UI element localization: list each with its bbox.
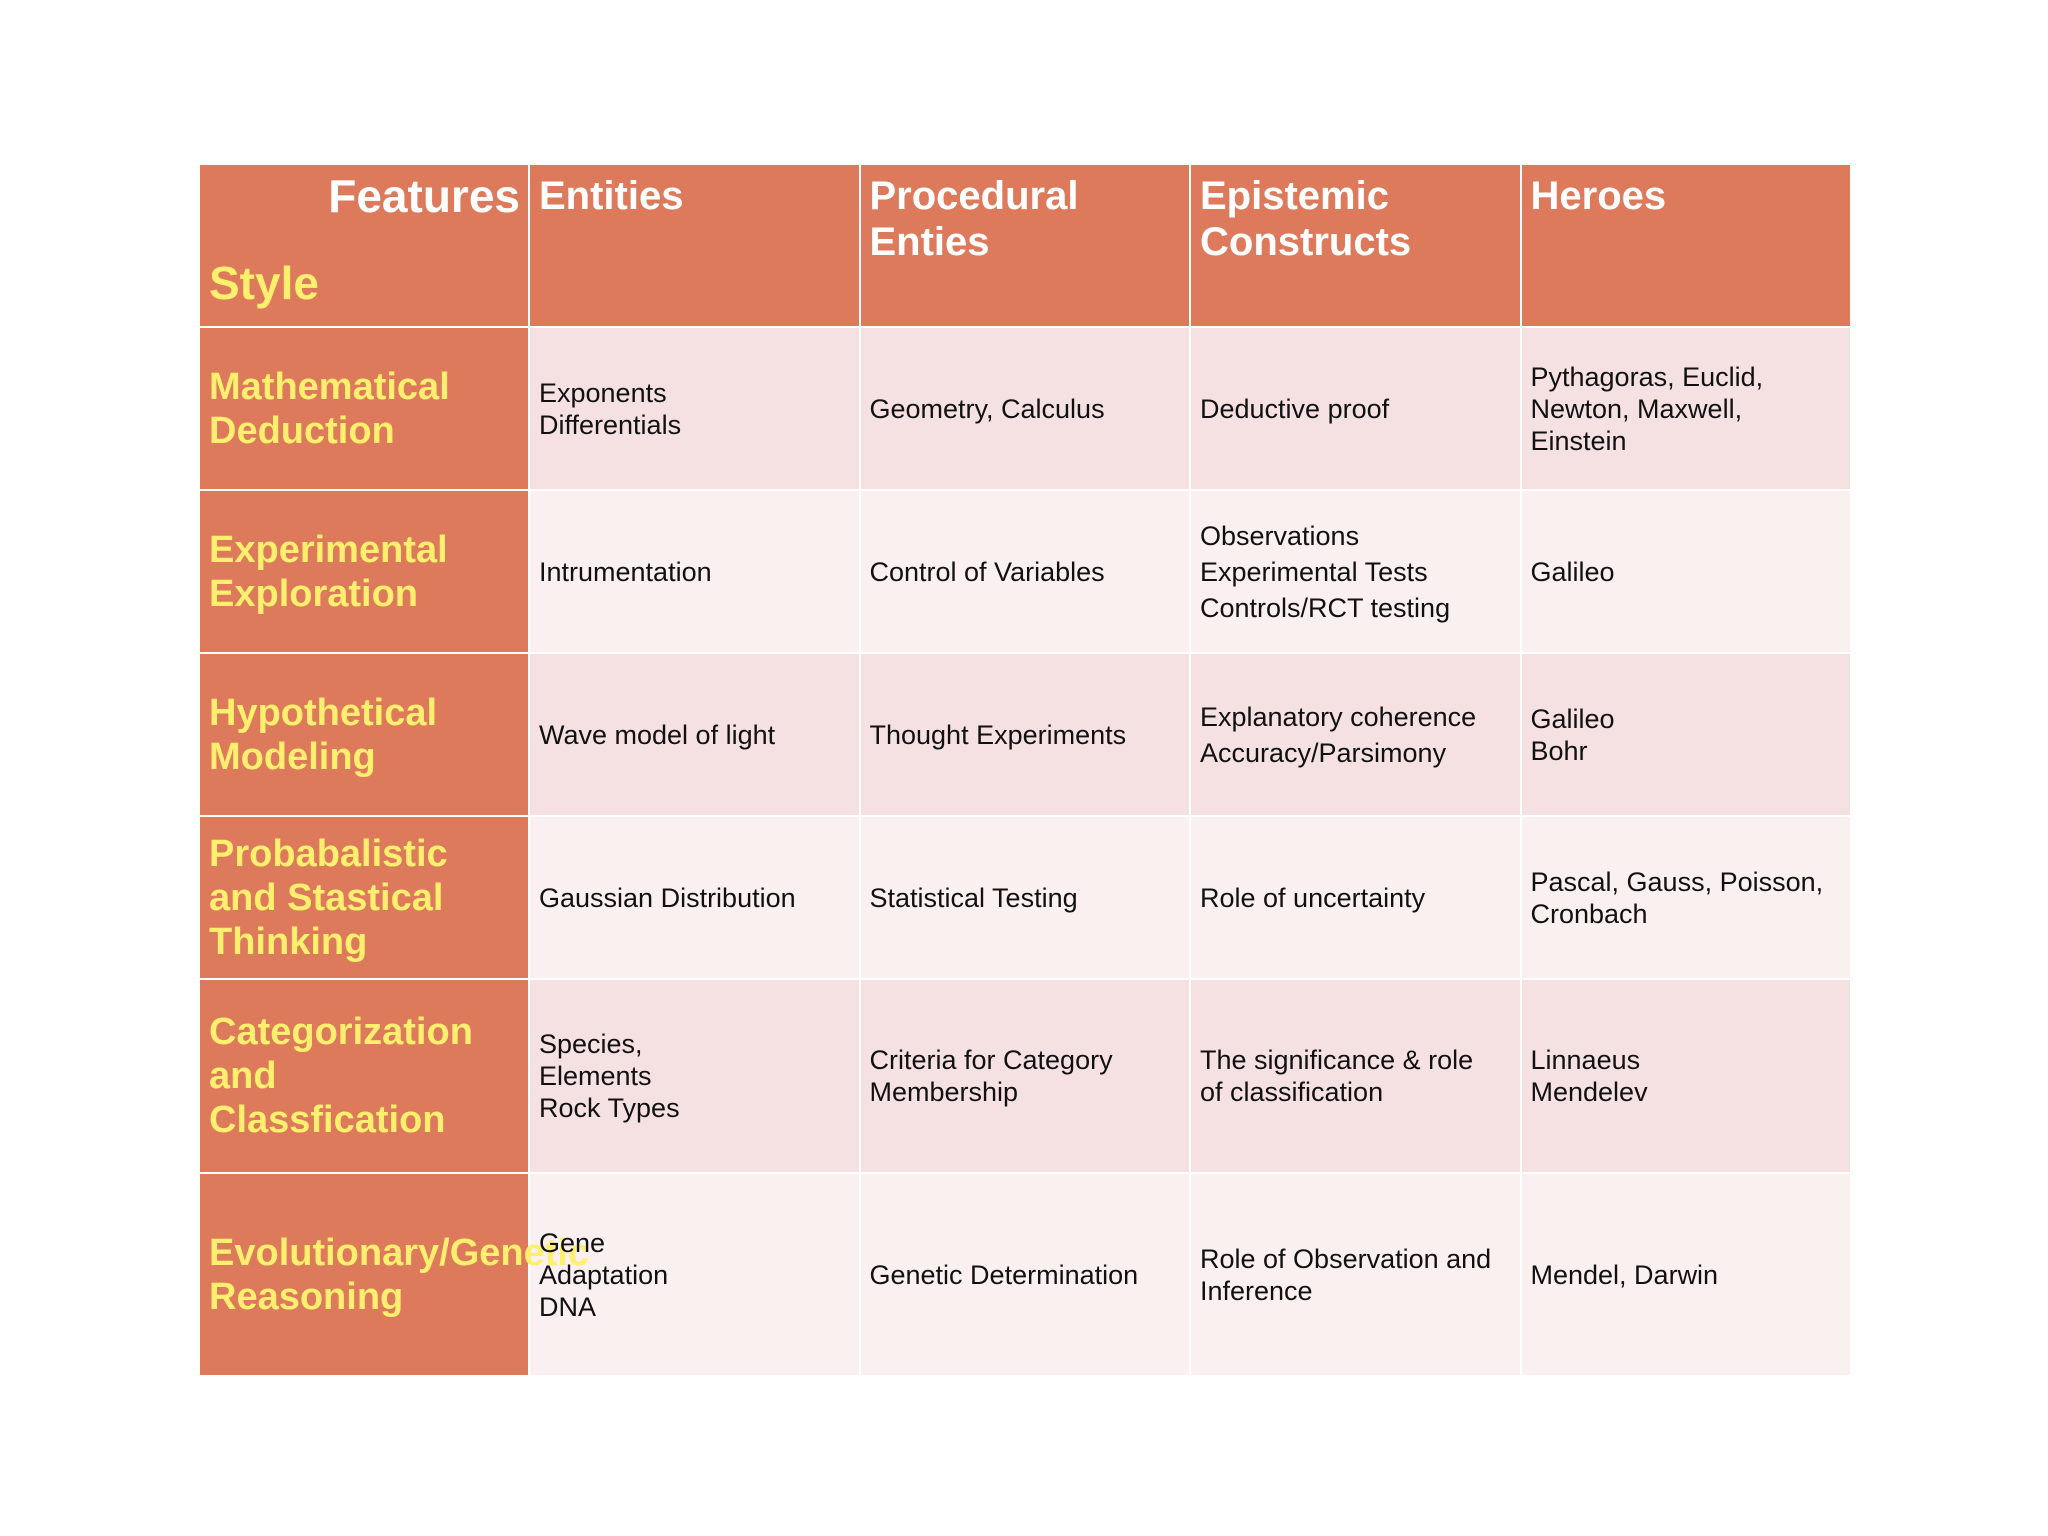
- cell-line: Observations: [1200, 520, 1360, 551]
- header-row: Features Style Entities Procedural Entie…: [198, 163, 1852, 328]
- column-header-entities: Entities: [528, 163, 861, 328]
- cell-line: Wave model of light: [539, 719, 776, 750]
- cell-line: Genetic Determination: [869, 1259, 1139, 1290]
- row-header: Experimental Exploration: [198, 489, 530, 654]
- row-header: Mathematical Deduction: [198, 326, 530, 491]
- cell-line: Bohr: [1530, 735, 1588, 766]
- column-header-procedural: Procedural Enties: [858, 163, 1191, 328]
- procedural-cell: Thought Experiments: [858, 652, 1191, 817]
- epistemic-cell: Role of uncertainty: [1189, 815, 1522, 980]
- table-row: Hypothetical Modeling Wave model of ligh…: [198, 652, 1852, 817]
- column-header-heroes: Heroes: [1519, 163, 1852, 328]
- cell-line: Mendelev: [1530, 1077, 1648, 1107]
- entities-cell: Gene Adaptation DNA: [528, 1172, 861, 1377]
- cell-line: Mendel, Darwin: [1530, 1259, 1719, 1290]
- heroes-cell: Pascal, Gauss, Poisson, Cronbach: [1519, 815, 1852, 980]
- procedural-cell: Criteria for Category Membership: [858, 978, 1191, 1174]
- epistemic-cell: Observations Experimental Tests Controls…: [1189, 489, 1522, 654]
- row-header: Evolutionary/Genetic Reasoning: [198, 1172, 589, 1377]
- cell-line: Accuracy/Parsimony: [1200, 737, 1447, 768]
- heroes-cell: Galileo Bohr: [1519, 652, 1852, 817]
- cell-line: Intrumentation: [539, 556, 712, 587]
- cell-line: Newton, Maxwell,: [1530, 393, 1743, 424]
- cell-line: Adaptation: [539, 1259, 669, 1290]
- entities-cell: Species, Elements Rock Types: [528, 978, 861, 1174]
- cell-line: Gaussian Distribution: [539, 882, 796, 913]
- cell-line: The significance & role: [1200, 1045, 1474, 1075]
- procedural-cell: Geometry, Calculus: [858, 326, 1191, 491]
- entities-cell: Gaussian Distribution: [528, 815, 861, 980]
- cell-line: Exponents: [539, 377, 667, 408]
- column-header-epistemic: Epistemic Constructs: [1189, 163, 1522, 328]
- cell-line: Membership: [869, 1077, 1019, 1107]
- features-label: Features: [328, 170, 520, 222]
- cell-line: Criteria for Category: [869, 1045, 1113, 1075]
- cell-line: Pythagoras, Euclid,: [1530, 361, 1764, 392]
- cell-line: Cronbach: [1530, 898, 1648, 929]
- cell-line: Geometry, Calculus: [869, 393, 1105, 424]
- table-row: Experimental Exploration Intrumentation …: [198, 489, 1852, 654]
- cell-line: Species,: [539, 1029, 643, 1059]
- cell-line: Role of uncertainty: [1200, 882, 1426, 913]
- heroes-cell: Linnaeus Mendelev: [1519, 978, 1852, 1174]
- entities-cell: Wave model of light: [528, 652, 861, 817]
- cell-line: Einstein: [1530, 425, 1627, 456]
- cell-line: Explanatory coherence: [1200, 701, 1477, 732]
- cell-line: Thought Experiments: [869, 719, 1127, 750]
- cell-line: Deductive proof: [1200, 393, 1390, 424]
- cell-line: Statistical Testing: [869, 882, 1078, 913]
- cell-line: Rock Types: [539, 1093, 680, 1123]
- cell-line: Experimental Tests: [1200, 556, 1428, 587]
- table-row: Evolutionary/Genetic Reasoning Gene Adap…: [198, 1172, 1852, 1377]
- cell-line: Control of Variables: [869, 556, 1105, 587]
- cell-line: Role of Observation and: [1200, 1243, 1492, 1274]
- heroes-cell: Pythagoras, Euclid, Newton, Maxwell, Ein…: [1519, 326, 1852, 491]
- cell-line: Linnaeus: [1530, 1045, 1641, 1075]
- epistemic-cell: Role of Observation and Inference: [1189, 1172, 1522, 1377]
- cell-line: Controls/RCT testing: [1200, 592, 1451, 623]
- cell-line: Inference: [1200, 1275, 1313, 1306]
- row-header: Hypothetical Modeling: [198, 652, 530, 817]
- corner-header: Features Style: [198, 163, 530, 328]
- cell-line: Pascal, Gauss, Poisson,: [1530, 866, 1824, 897]
- table-row: Probabalistic and Stastical Thinking Gau…: [198, 815, 1852, 980]
- cell-line: Galileo: [1530, 703, 1615, 734]
- epistemic-cell: The significance & role of classificatio…: [1189, 978, 1522, 1174]
- procedural-cell: Control of Variables: [858, 489, 1191, 654]
- table-row: Categorization and Classfication Species…: [198, 978, 1852, 1174]
- procedural-cell: Genetic Determination: [858, 1172, 1191, 1377]
- row-header: Probabalistic and Stastical Thinking: [198, 815, 530, 980]
- procedural-cell: Statistical Testing: [858, 815, 1191, 980]
- cell-line: DNA: [539, 1291, 597, 1322]
- styles-table: Features Style Entities Procedural Entie…: [198, 163, 1852, 1377]
- style-label: Style: [209, 257, 319, 309]
- cell-line: Differentials: [539, 409, 682, 440]
- epistemic-cell: Explanatory coherence Accuracy/Parsimony: [1189, 652, 1522, 817]
- cell-line: Elements: [539, 1061, 652, 1091]
- cell-line: Galileo: [1530, 556, 1615, 587]
- table-row: Mathematical Deduction Exponents Differe…: [198, 326, 1852, 491]
- cell-line: Gene: [539, 1227, 606, 1258]
- heroes-cell: Galileo: [1519, 489, 1852, 654]
- cell-line: of classification: [1200, 1077, 1384, 1107]
- row-header: Categorization and Classfication: [198, 978, 530, 1174]
- entities-cell: Exponents Differentials: [528, 326, 861, 491]
- entities-cell: Intrumentation: [528, 489, 861, 654]
- heroes-cell: Mendel, Darwin: [1519, 1172, 1852, 1377]
- epistemic-cell: Deductive proof: [1189, 326, 1522, 491]
